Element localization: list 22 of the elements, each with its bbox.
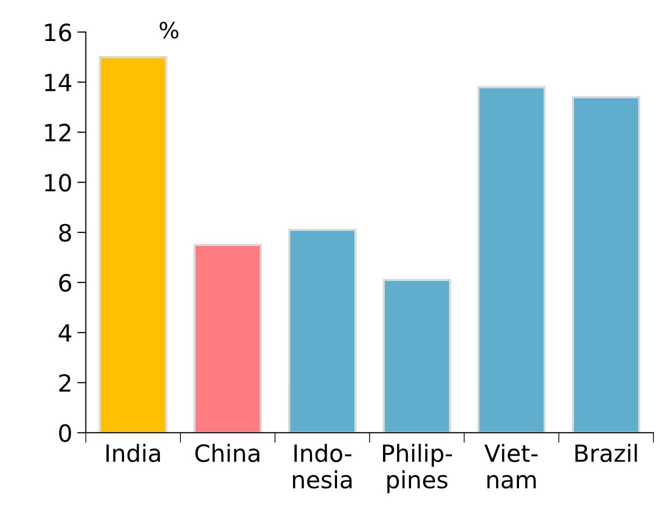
x-tick-label: Viet- nam <box>484 444 538 489</box>
y-tick-label: 8 <box>59 224 71 242</box>
x-tick-label: Brazil <box>575 444 637 462</box>
y-tick-label: 14 <box>45 74 72 92</box>
bar <box>194 244 262 433</box>
y-tick-label: 16 <box>45 24 72 42</box>
y-axis-title: % <box>160 22 178 38</box>
x-tick-label: Philip- pines <box>383 444 452 494</box>
bar <box>572 96 640 433</box>
y-tick-label: 12 <box>45 124 70 142</box>
y-tick-label: 6 <box>59 274 72 292</box>
x-tick-label: China <box>195 444 260 462</box>
y-tick-label: 0 <box>59 424 72 442</box>
x-tick-label: India <box>106 444 160 462</box>
y-tick-label: 2 <box>59 374 70 392</box>
y-tick-label: 4 <box>58 324 72 342</box>
bar <box>288 228 356 433</box>
x-tick-label: Indo- nesia <box>293 444 352 489</box>
bar <box>98 56 168 433</box>
y-tick-label: 10 <box>45 174 72 192</box>
bar <box>382 278 452 433</box>
bar <box>477 86 546 433</box>
